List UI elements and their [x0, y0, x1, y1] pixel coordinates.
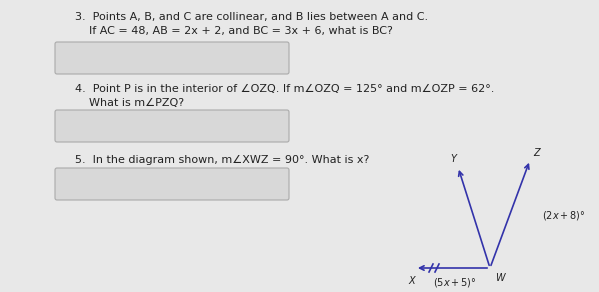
Text: Y: Y	[450, 154, 456, 164]
Text: If AC = 48, AB = 2x + 2, and BC = 3x + 6, what is BC?: If AC = 48, AB = 2x + 2, and BC = 3x + 6…	[75, 26, 393, 36]
Text: 3.  Points A, B, and C are collinear, and B lies between A and C.: 3. Points A, B, and C are collinear, and…	[75, 12, 428, 22]
Text: 4.  Point P is in the interior of ∠OZQ. If m∠OZQ = 125° and m∠OZP = 62°.: 4. Point P is in the interior of ∠OZQ. I…	[75, 84, 494, 94]
Text: What is m∠PZQ?: What is m∠PZQ?	[75, 98, 184, 108]
Text: $(2x + 8)°$: $(2x + 8)°$	[542, 208, 586, 222]
Text: X: X	[409, 276, 415, 286]
Text: $(5x + 5)°$: $(5x + 5)°$	[433, 276, 477, 289]
FancyBboxPatch shape	[55, 42, 289, 74]
Text: 5.  In the diagram shown, m∠XWZ = 90°. What is x?: 5. In the diagram shown, m∠XWZ = 90°. Wh…	[75, 155, 370, 165]
FancyBboxPatch shape	[55, 168, 289, 200]
Text: Z: Z	[533, 148, 540, 158]
FancyBboxPatch shape	[55, 110, 289, 142]
Text: W: W	[495, 273, 504, 283]
